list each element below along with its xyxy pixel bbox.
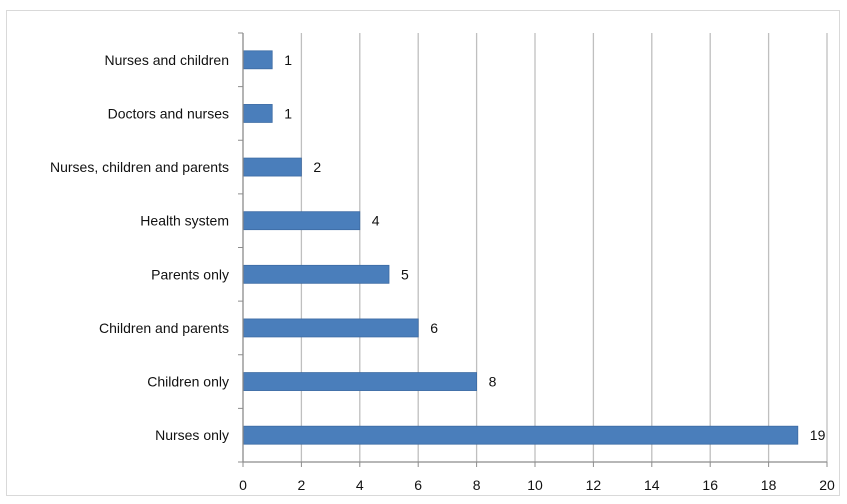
bar-children-only xyxy=(243,372,478,391)
data-label: 8 xyxy=(489,374,497,390)
bar-nurses-and-children xyxy=(243,50,273,70)
bars xyxy=(243,50,799,445)
x-tick-label: 10 xyxy=(527,477,543,493)
category-label: Nurses only xyxy=(155,427,229,443)
bar-health-system xyxy=(243,211,361,231)
category-label: Health system xyxy=(140,213,229,229)
category-label: Children and parents xyxy=(99,320,229,336)
x-tick-label: 0 xyxy=(239,477,247,493)
category-label: Parents only xyxy=(151,266,229,282)
bar-doctors-and-nurses xyxy=(243,104,273,123)
data-label: 5 xyxy=(401,266,409,282)
axes xyxy=(238,32,828,467)
category-label: Children only xyxy=(147,374,229,390)
x-tick-label: 6 xyxy=(414,477,422,493)
data-label: 6 xyxy=(430,320,438,336)
x-tick-label: 12 xyxy=(586,477,602,493)
data-label: 2 xyxy=(313,159,321,175)
data-label: 19 xyxy=(810,427,826,443)
bar-parents-only xyxy=(243,264,390,284)
x-tick-label: 20 xyxy=(819,477,835,493)
data-label: 4 xyxy=(372,213,380,229)
category-label: Nurses and children xyxy=(104,52,229,68)
chart-frame xyxy=(6,10,840,496)
x-tick-label: 2 xyxy=(298,477,306,493)
bar-nurses-only xyxy=(243,425,799,445)
x-tick-label: 4 xyxy=(356,477,364,493)
category-label: Nurses, children and parents xyxy=(50,159,229,175)
data-label: 1 xyxy=(284,105,292,121)
data-label: 1 xyxy=(284,52,292,68)
bar-nurses-children-and-parents xyxy=(243,157,302,177)
category-label: Doctors and nurses xyxy=(108,105,229,121)
x-tick-label: 14 xyxy=(644,477,660,493)
bar-children-and-parents xyxy=(243,318,419,338)
x-tick-label: 16 xyxy=(702,477,718,493)
x-tick-label: 18 xyxy=(761,477,777,493)
x-tick-label: 8 xyxy=(473,477,481,493)
gridlines xyxy=(300,33,828,462)
